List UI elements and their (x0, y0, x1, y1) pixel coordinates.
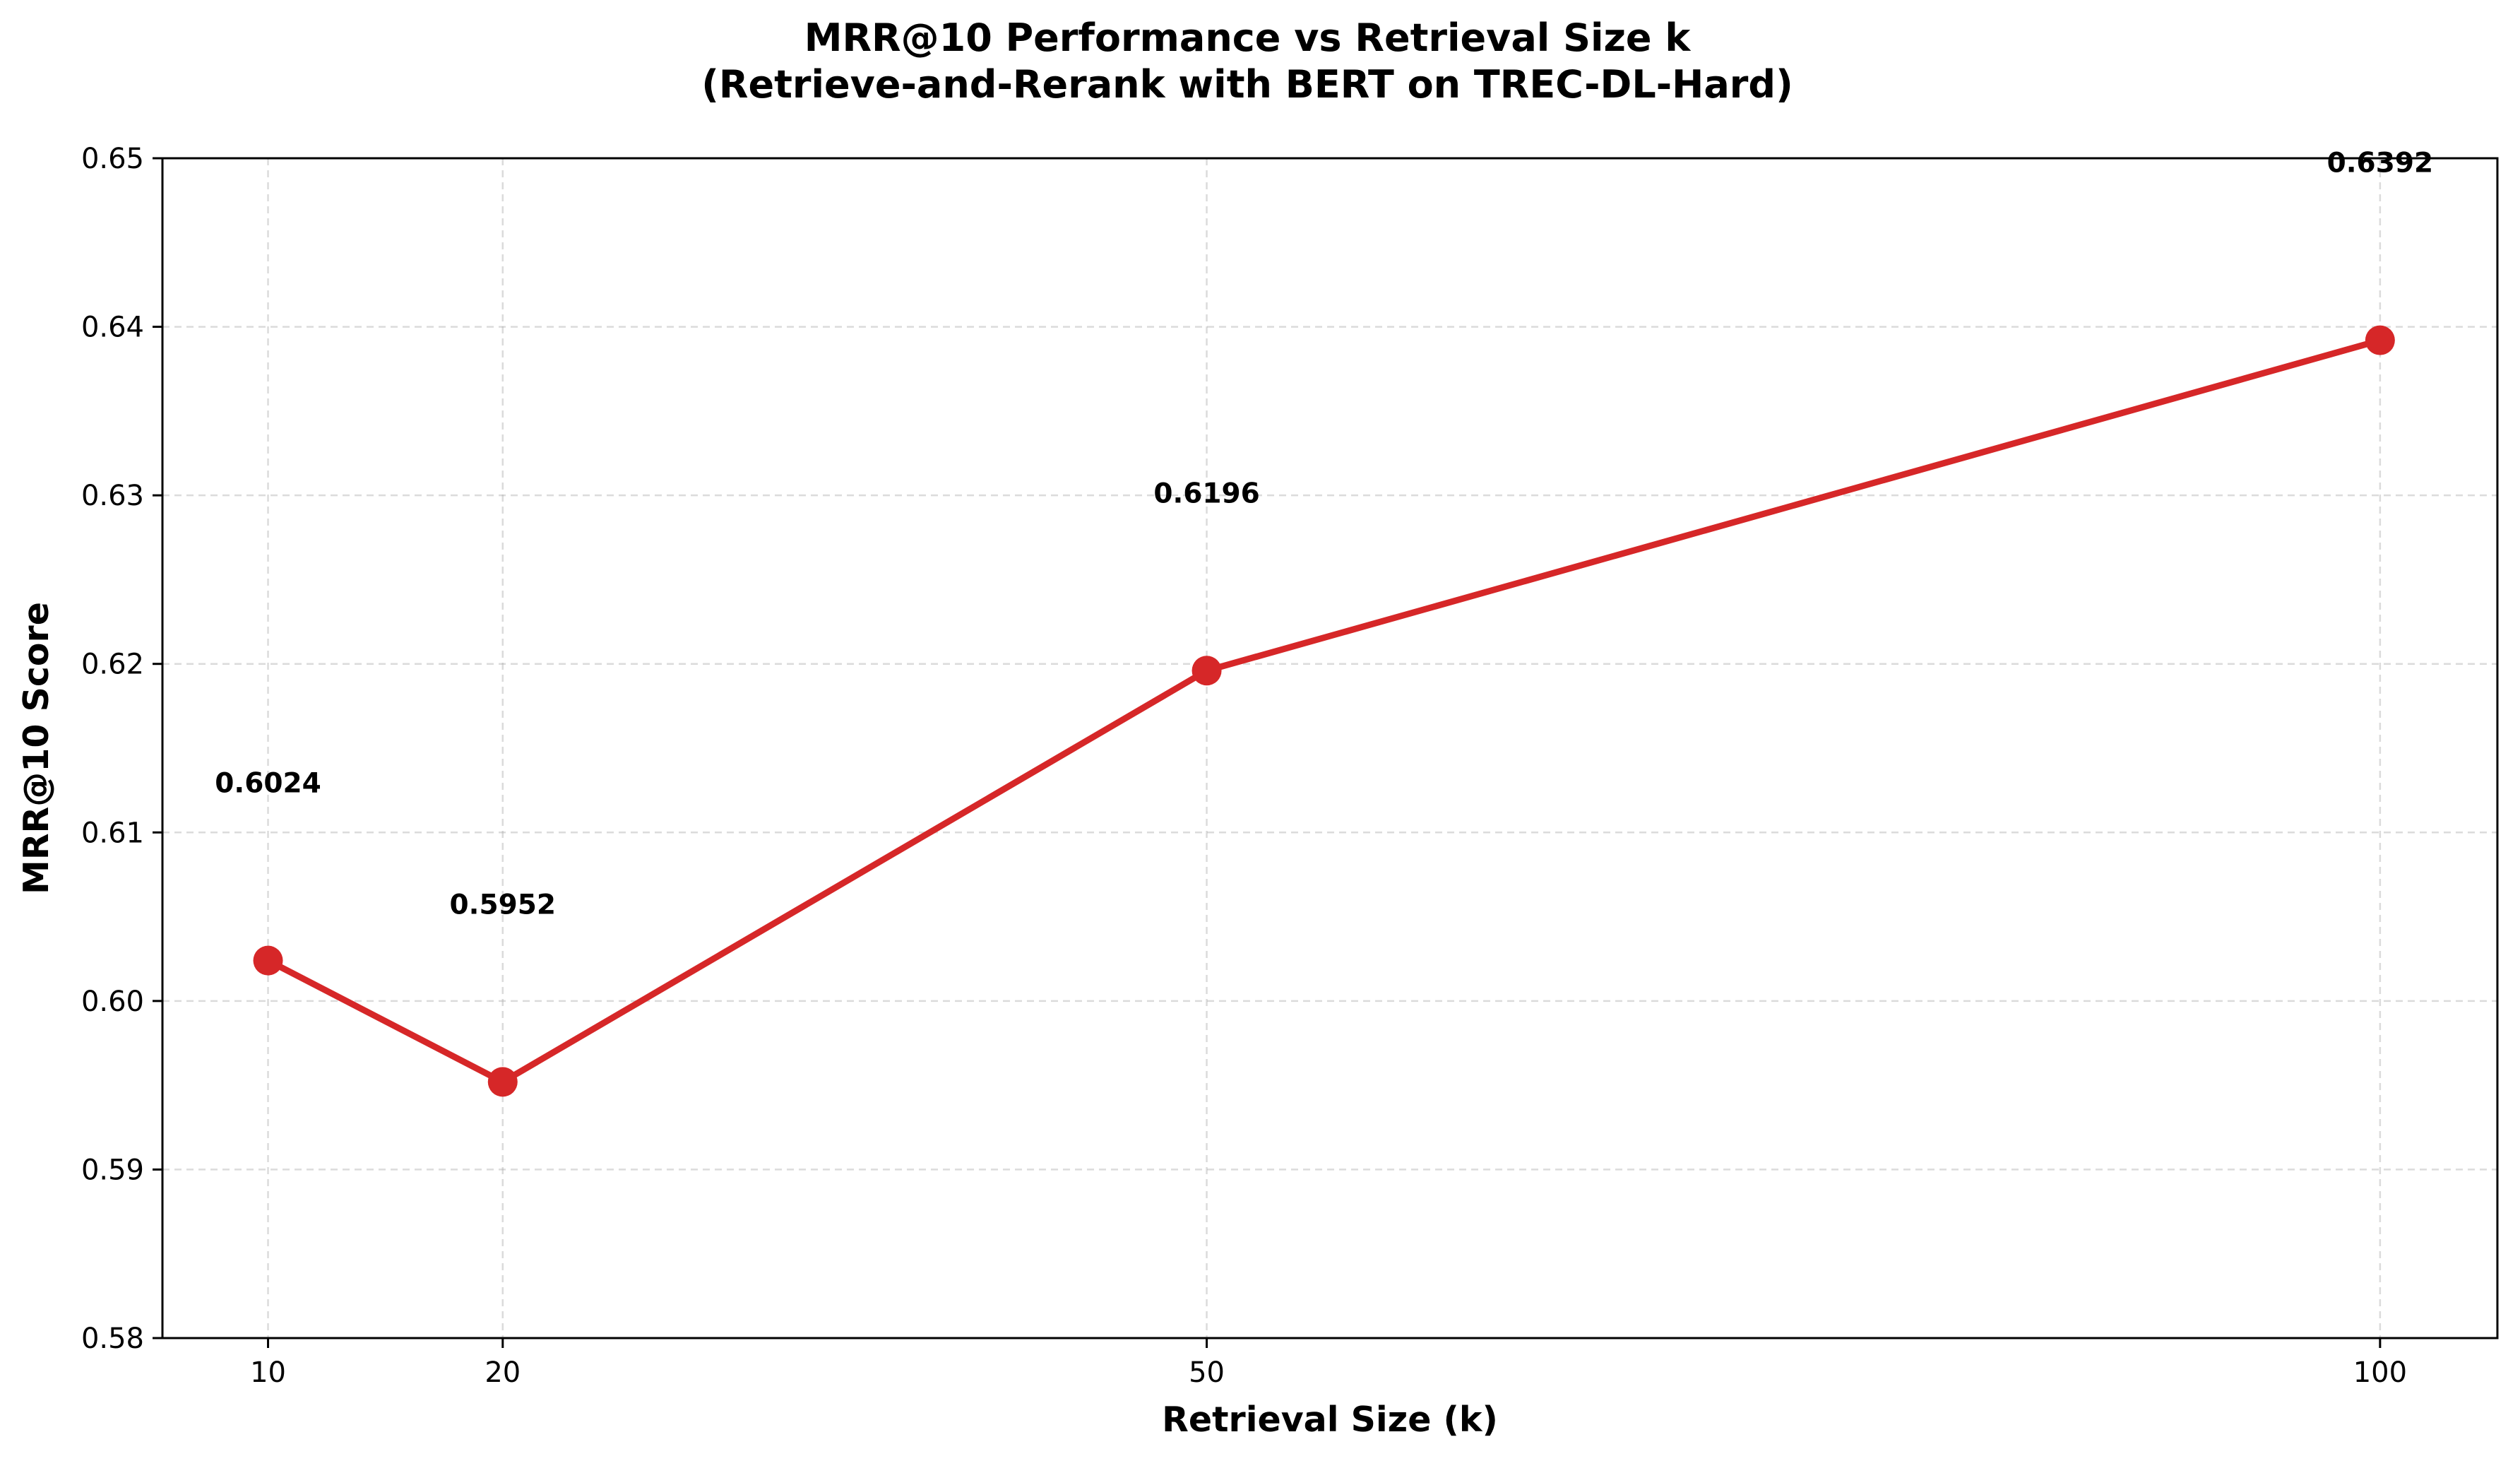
x-tick-label: 100 (2353, 1356, 2407, 1389)
data-labels-layer: 0.6024 0.5952 0.6196 0.6392 (215, 148, 2433, 921)
data-point (2365, 325, 2395, 355)
axes-frame (161, 157, 2499, 1339)
y-tick-label: 0.59 (81, 1154, 144, 1186)
y-tick-label: 0.62 (81, 649, 144, 681)
chart-subtitle: (Retrieve-and-Rerank with BERT on TREC-D… (701, 62, 1793, 107)
y-tick-label: 0.65 (81, 143, 144, 175)
y-tick-label: 0.61 (81, 817, 144, 849)
x-tick-label: 10 (250, 1356, 286, 1389)
data-point (487, 1067, 518, 1097)
chart-title: MRR@10 Performance vs Retrieval Size k (804, 16, 1692, 60)
data-label: 0.5952 (450, 889, 557, 921)
data-point (253, 945, 283, 976)
y-tick-label: 0.58 (81, 1323, 144, 1355)
ticks-layer: 0.58 0.59 0.60 0.61 0.62 0.63 0.64 0.65 10 20 50 10… (81, 143, 2407, 1389)
data-label: 0.6392 (2327, 148, 2434, 179)
y-tick-label: 0.63 (81, 480, 144, 512)
grid-layer (162, 158, 2497, 1338)
x-tick-label: 50 (1189, 1356, 1225, 1389)
data-point (1191, 656, 1222, 686)
data-label: 0.6196 (1153, 478, 1260, 509)
y-tick-label: 0.60 (81, 986, 144, 1018)
data-label: 0.6024 (215, 768, 321, 800)
x-tick-label: 20 (485, 1356, 521, 1389)
series-line (265, 337, 2384, 1085)
series-layer (253, 325, 2395, 1097)
y-tick-label: 0.64 (81, 312, 144, 344)
x-axis-label: Retrieval Size (k) (1162, 1400, 1498, 1440)
y-axis-label: MRR@10 Score (16, 602, 57, 894)
